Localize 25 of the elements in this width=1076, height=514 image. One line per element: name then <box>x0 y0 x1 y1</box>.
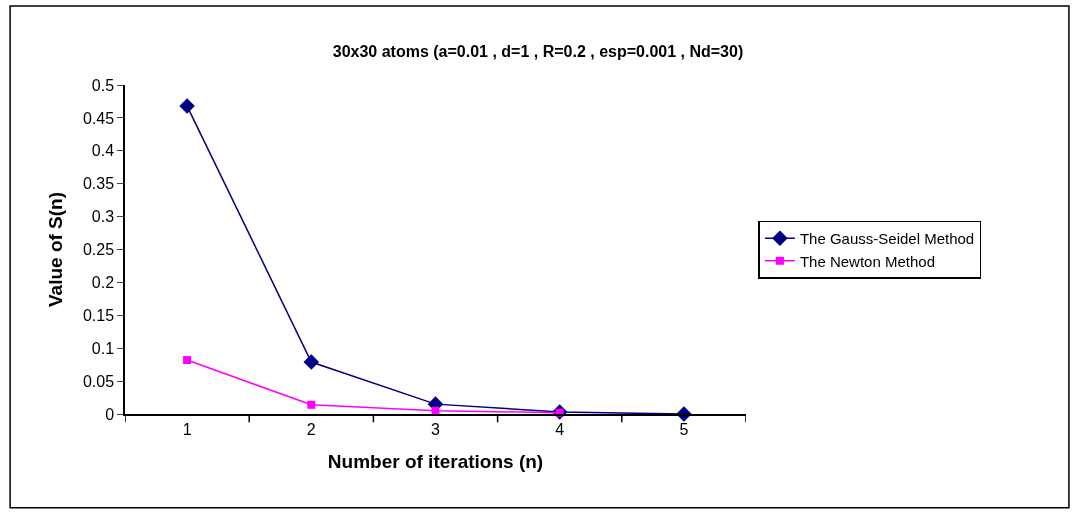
y-tick-label: 0.5 <box>91 76 115 94</box>
legend-label: The Gauss-Seidel Method <box>799 230 975 248</box>
x-tick-label: 1 <box>182 420 192 438</box>
x-tick-label: 4 <box>555 420 565 438</box>
y-tick-label: 0.1 <box>91 339 115 357</box>
point <box>179 98 195 114</box>
x-axis-title: Number of iterations (n) <box>327 451 544 473</box>
y-tick-label: 0.3 <box>91 208 115 226</box>
y-tick-label: 0.25 <box>82 241 115 259</box>
y-tick-label: 0.45 <box>82 109 115 127</box>
point <box>183 356 192 365</box>
chart-title: 30x30 atoms (a=0.01 , d=1 , R=0.2 , esp=0.001 , Nd=30) <box>332 43 744 61</box>
y-tick-label: 0.2 <box>91 274 115 291</box>
y-axis-title: Value of S(n) <box>45 191 67 308</box>
y-tick-label: 0.35 <box>82 175 115 193</box>
y-tick-label: 0 <box>105 405 115 423</box>
y-tick-label: 0.15 <box>82 306 115 324</box>
legend-label: The Newton Method <box>799 252 935 270</box>
x-tick-label: 5 <box>679 420 689 438</box>
x-tick-label: 3 <box>431 420 441 438</box>
point <box>303 354 320 370</box>
y-tick-label: 0.4 <box>91 142 115 160</box>
point <box>307 400 316 409</box>
x-tick-label: 2 <box>306 420 316 438</box>
y-tick-label: 0.05 <box>82 372 115 390</box>
